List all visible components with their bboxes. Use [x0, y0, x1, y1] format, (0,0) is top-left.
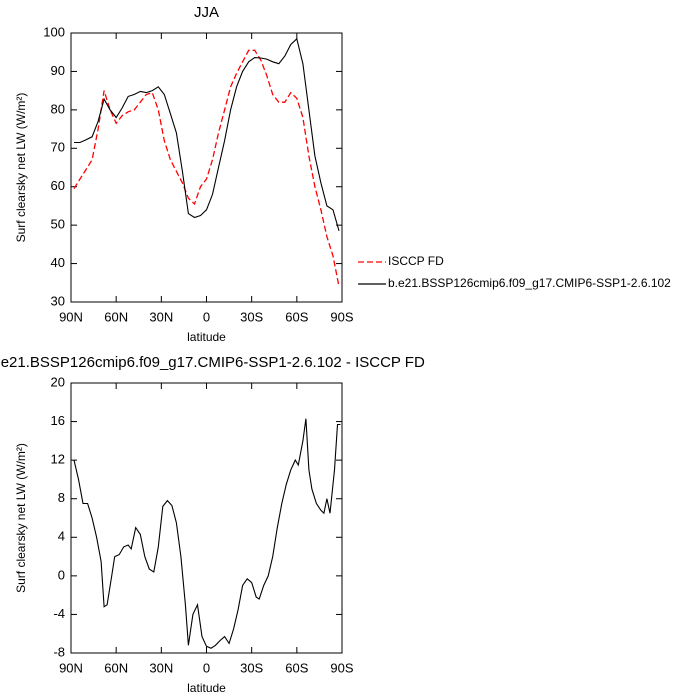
data-line: [73, 49, 340, 287]
y-tick-label: 80: [51, 101, 65, 116]
x-tick-label: 0: [203, 309, 210, 324]
y-tick-label: 16: [51, 413, 65, 428]
y-tick-label: 20: [51, 374, 65, 389]
x-tick-label: 60S: [285, 309, 308, 324]
x-tick-label: 0: [203, 660, 210, 675]
y-axis-label: Surf clearsky net LW (W/m²): [14, 443, 28, 593]
y-tick-label: 50: [51, 217, 65, 232]
y-tick-label: -8: [53, 644, 65, 659]
x-tick-label: 60N: [104, 309, 128, 324]
x-axis-label: latitude: [187, 681, 226, 695]
data-line: [73, 418, 341, 649]
y-tick-label: 40: [51, 255, 65, 270]
y-tick-label: 70: [51, 140, 65, 155]
legend-label: b.e21.BSSP126cmip6.f09_g17.CMIP6-SSP1-2.…: [388, 276, 671, 290]
y-tick-label: 60: [51, 178, 65, 193]
x-tick-label: 90S: [330, 309, 353, 324]
y-axis-label: Surf clearsky net LW (W/m²): [14, 93, 28, 243]
x-tick-label: 30S: [240, 660, 263, 675]
y-tick-label: 4: [58, 529, 65, 544]
x-axis-label: latitude: [187, 330, 226, 344]
y-tick-label: 100: [43, 24, 65, 39]
plot-frame: [70, 32, 343, 303]
y-tick-label: 8: [58, 490, 65, 505]
x-tick-label: 30N: [149, 309, 173, 324]
data-line: [74, 37, 340, 232]
x-tick-label: 90S: [330, 660, 353, 675]
x-tick-label: 30S: [240, 309, 263, 324]
x-tick-label: 90N: [59, 309, 83, 324]
x-tick-label: 60N: [104, 660, 128, 675]
x-tick-label: 90N: [59, 660, 83, 675]
x-tick-label: 60S: [285, 660, 308, 675]
chart-title: b.e21.BSSP126cmip6.f09_g17.CMIP6-SSP1-2.…: [0, 354, 425, 371]
y-tick-label: 0: [58, 567, 65, 582]
y-tick-label: 30: [51, 293, 65, 308]
y-tick-label: 90: [51, 63, 65, 78]
legend-label: ISCCP FD: [388, 254, 444, 268]
y-tick-label: 12: [51, 452, 65, 467]
chart-title: JJA: [194, 4, 219, 21]
y-tick-label: -4: [53, 606, 65, 621]
x-tick-label: 30N: [149, 660, 173, 675]
plot-frame: [70, 382, 343, 654]
